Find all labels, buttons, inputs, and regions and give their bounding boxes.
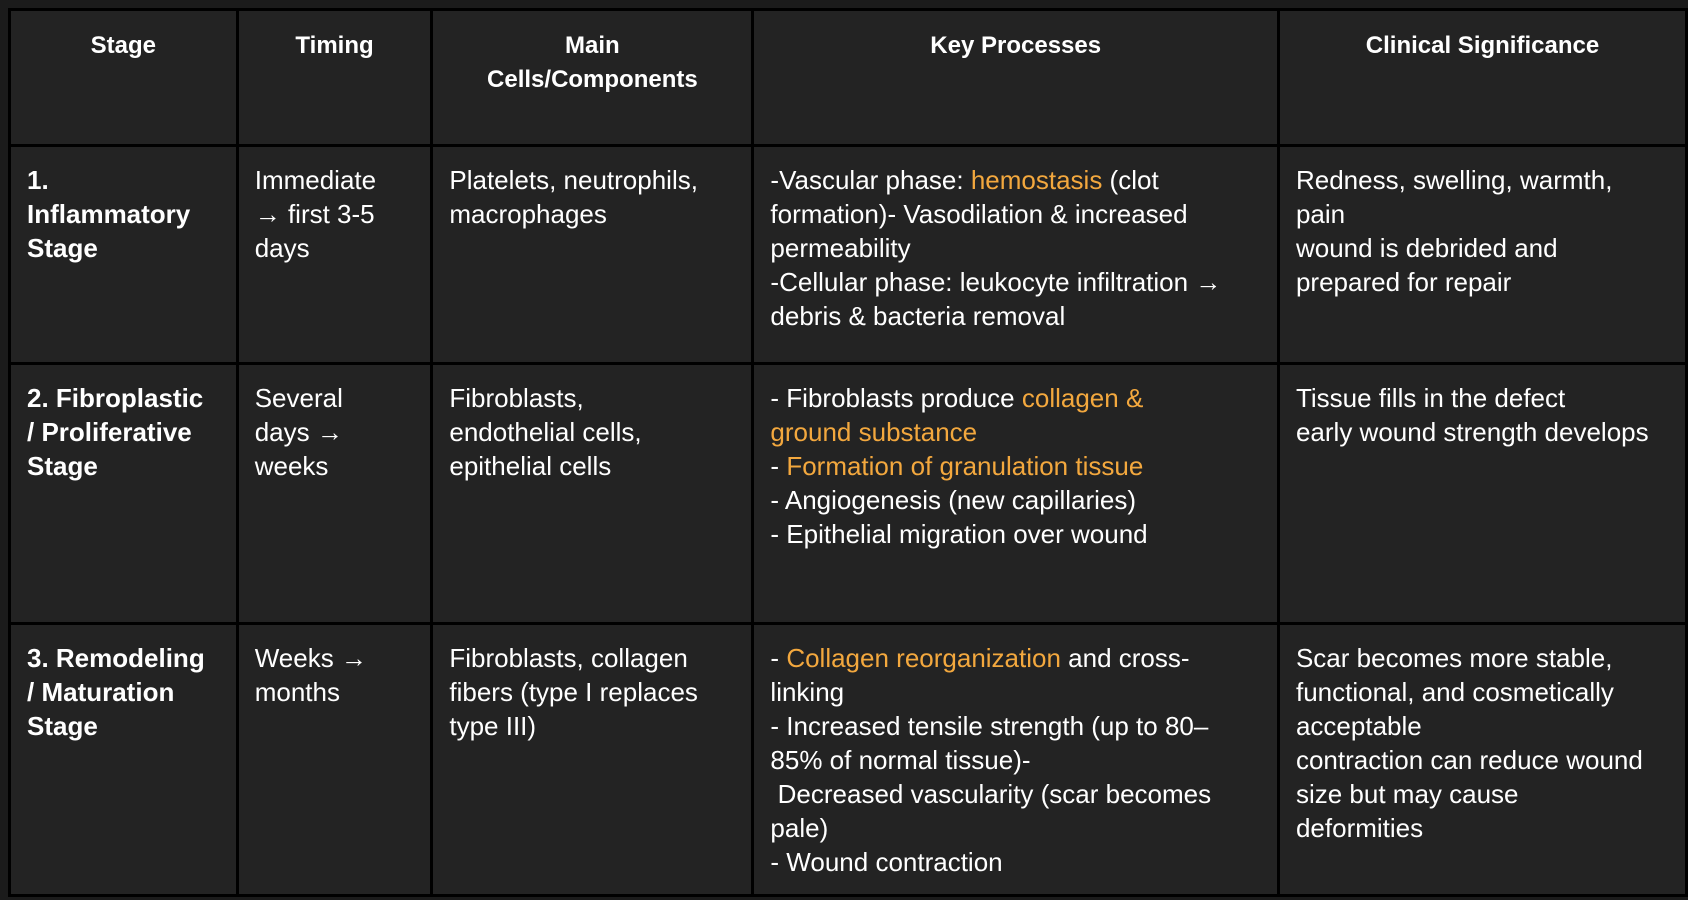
highlight-text: ground substance [770,417,978,447]
stage-cell: 3. Remodeling / Maturation Stage [8,622,239,897]
highlight-text: collagen & [1021,383,1144,413]
clinical-cell: Tissue fills in the defect early wound s… [1276,362,1688,625]
stage-cell: 2. Fibroplastic / Proliferative Stage [8,362,239,625]
clinical-cell: Scar becomes more stable, functional, an… [1276,622,1688,897]
header-clinical: Clinical Significance [1276,8,1688,147]
header-processes: Key Processes [751,8,1280,147]
timing-cell: Weeks → months [235,622,434,897]
processes-cell: - Collagen reorganization and cross- lin… [751,622,1280,897]
clinical-cell: Redness, swelling, warmth, pain wound is… [1276,144,1688,365]
header-stage: Stage [8,8,239,147]
header-cells: Main Cells/Components [430,8,755,147]
highlight-text: hemostasis [970,165,1103,195]
table-header-row: Stage Timing Main Cells/Components Key P… [8,8,1688,147]
cells-cell: Fibroblasts, collagen fibers (type I rep… [430,622,755,897]
processes-cell: - Fibroblasts produce collagen & ground … [751,362,1280,625]
cells-cell: Platelets, neutrophils, macrophages [430,144,755,365]
table-row: 1. Inflammatory Stage Immediate → first … [8,144,1688,365]
processes-cell: -Vascular phase: hemostasis (clot format… [751,144,1280,365]
wound-healing-stages-table: Stage Timing Main Cells/Components Key P… [8,8,1688,897]
table-container: Stage Timing Main Cells/Components Key P… [8,8,1688,897]
highlight-text: Formation of granulation tissue [786,451,1144,481]
timing-cell: Immediate → first 3-5 days [235,144,434,365]
table-row: 2. Fibroplastic / Proliferative Stage Se… [8,362,1688,625]
header-timing: Timing [235,8,434,147]
highlight-text: Collagen reorganization [786,643,1061,673]
stage-cell: 1. Inflammatory Stage [8,144,239,365]
table-row: 3. Remodeling / Maturation Stage Weeks →… [8,622,1688,897]
timing-cell: Several days → weeks [235,362,434,625]
cells-cell: Fibroblasts, endothelial cells, epitheli… [430,362,755,625]
